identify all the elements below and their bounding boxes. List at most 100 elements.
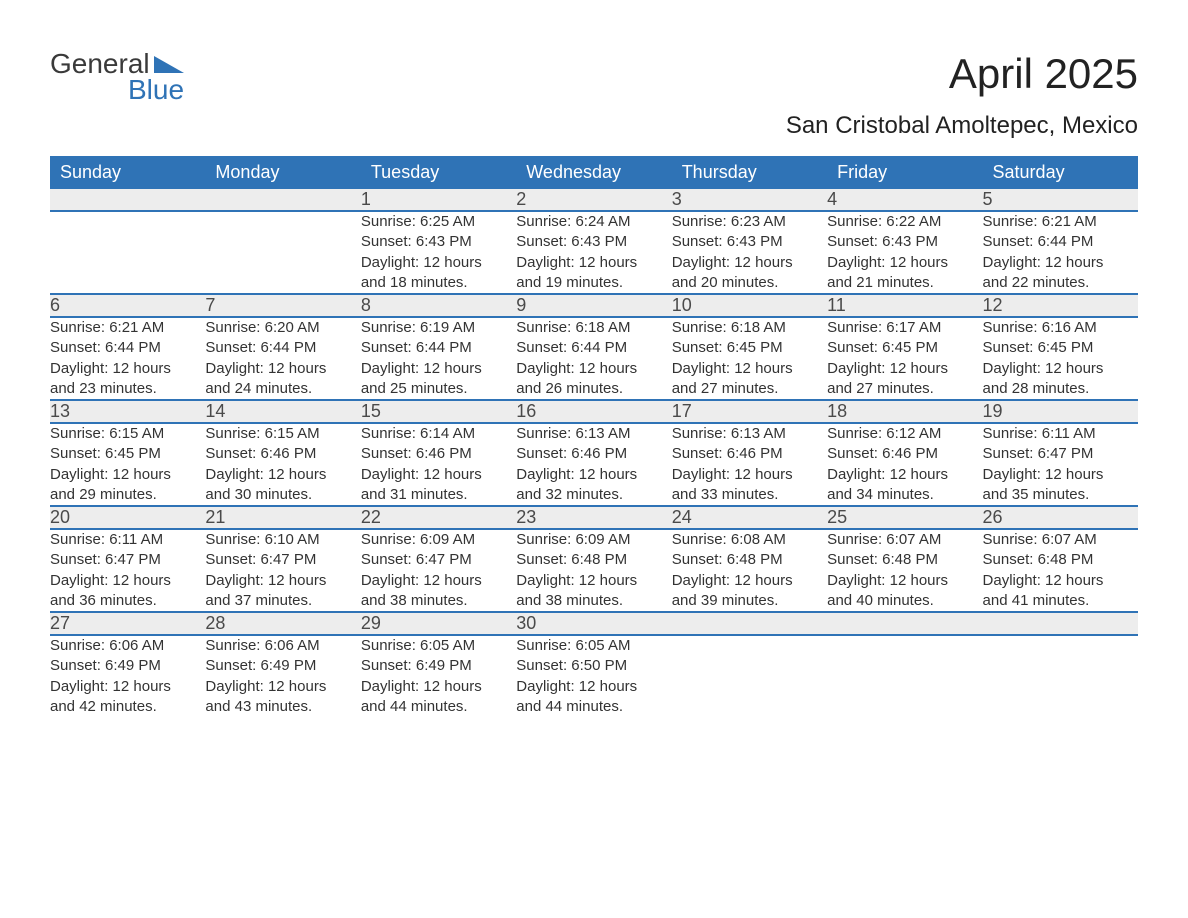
topbar: General Blue April 2025 San Cristobal Am… — [50, 50, 1138, 152]
sunrise-line: Sunrise: 6:18 AM — [672, 318, 827, 338]
daylight-line: and 44 minutes. — [516, 697, 671, 717]
sunset-line: Sunset: 6:49 PM — [50, 656, 205, 676]
daylight-line: and 21 minutes. — [827, 273, 982, 293]
day-number: 24 — [672, 506, 827, 529]
day-number: 21 — [205, 506, 360, 529]
daylight-line: and 38 minutes. — [516, 591, 671, 611]
sunset-line: Sunset: 6:50 PM — [516, 656, 671, 676]
daynum-row: 27282930 — [50, 612, 1138, 635]
sunrise-line: Sunrise: 6:13 AM — [516, 424, 671, 444]
dow-header: Saturday — [983, 156, 1138, 189]
dow-header: Sunday — [50, 156, 205, 189]
sunset-line: Sunset: 6:46 PM — [516, 444, 671, 464]
sunset-line: Sunset: 6:48 PM — [827, 550, 982, 570]
day-detail: Sunrise: 6:11 AMSunset: 6:47 PMDaylight:… — [50, 529, 205, 612]
sunset-line: Sunset: 6:49 PM — [205, 656, 360, 676]
detail-row: Sunrise: 6:21 AMSunset: 6:44 PMDaylight:… — [50, 317, 1138, 400]
sunrise-line: Sunrise: 6:05 AM — [361, 636, 516, 656]
day-detail: Sunrise: 6:05 AMSunset: 6:50 PMDaylight:… — [516, 635, 671, 717]
brand-logo: General Blue — [50, 50, 184, 104]
sunrise-line: Sunrise: 6:09 AM — [361, 530, 516, 550]
daylight-line: Daylight: 12 hours — [827, 571, 982, 591]
daylight-line: Daylight: 12 hours — [516, 253, 671, 273]
day-number — [205, 189, 360, 211]
daylight-line: Daylight: 12 hours — [672, 465, 827, 485]
daylight-line: and 27 minutes. — [672, 379, 827, 399]
day-number: 11 — [827, 294, 982, 317]
sunrise-line: Sunrise: 6:06 AM — [205, 636, 360, 656]
daylight-line: and 42 minutes. — [50, 697, 205, 717]
day-number: 9 — [516, 294, 671, 317]
page-title: April 2025 — [786, 50, 1138, 98]
daylight-line: and 40 minutes. — [827, 591, 982, 611]
day-detail: Sunrise: 6:06 AMSunset: 6:49 PMDaylight:… — [50, 635, 205, 717]
sunrise-line: Sunrise: 6:05 AM — [516, 636, 671, 656]
sunrise-line: Sunrise: 6:07 AM — [983, 530, 1138, 550]
daylight-line: and 43 minutes. — [205, 697, 360, 717]
sunset-line: Sunset: 6:45 PM — [983, 338, 1138, 358]
day-number — [827, 612, 982, 635]
daylight-line: Daylight: 12 hours — [983, 571, 1138, 591]
daylight-line: and 27 minutes. — [827, 379, 982, 399]
day-detail: Sunrise: 6:09 AMSunset: 6:47 PMDaylight:… — [361, 529, 516, 612]
day-number: 6 — [50, 294, 205, 317]
sunrise-line: Sunrise: 6:06 AM — [50, 636, 205, 656]
sunrise-line: Sunrise: 6:13 AM — [672, 424, 827, 444]
daylight-line: and 44 minutes. — [361, 697, 516, 717]
daylight-line: Daylight: 12 hours — [827, 253, 982, 273]
daylight-line: and 34 minutes. — [827, 485, 982, 505]
daylight-line: and 33 minutes. — [672, 485, 827, 505]
daylight-line: Daylight: 12 hours — [205, 677, 360, 697]
sunrise-line: Sunrise: 6:25 AM — [361, 212, 516, 232]
sunset-line: Sunset: 6:48 PM — [516, 550, 671, 570]
daylight-line: Daylight: 12 hours — [983, 465, 1138, 485]
dow-header: Tuesday — [361, 156, 516, 189]
sunrise-line: Sunrise: 6:14 AM — [361, 424, 516, 444]
day-detail: Sunrise: 6:13 AMSunset: 6:46 PMDaylight:… — [516, 423, 671, 506]
day-detail — [205, 211, 360, 294]
daylight-line: Daylight: 12 hours — [516, 677, 671, 697]
daylight-line: and 41 minutes. — [983, 591, 1138, 611]
sunset-line: Sunset: 6:45 PM — [827, 338, 982, 358]
daylight-line: and 26 minutes. — [516, 379, 671, 399]
daylight-line: Daylight: 12 hours — [361, 359, 516, 379]
day-number: 18 — [827, 400, 982, 423]
sunset-line: Sunset: 6:48 PM — [983, 550, 1138, 570]
daylight-line: Daylight: 12 hours — [672, 571, 827, 591]
dow-header: Thursday — [672, 156, 827, 189]
day-detail: Sunrise: 6:24 AMSunset: 6:43 PMDaylight:… — [516, 211, 671, 294]
day-detail: Sunrise: 6:14 AMSunset: 6:46 PMDaylight:… — [361, 423, 516, 506]
daylight-line: and 29 minutes. — [50, 485, 205, 505]
sunrise-line: Sunrise: 6:17 AM — [827, 318, 982, 338]
daylight-line: Daylight: 12 hours — [50, 677, 205, 697]
day-number — [983, 612, 1138, 635]
day-number: 1 — [361, 189, 516, 211]
daylight-line: and 23 minutes. — [50, 379, 205, 399]
sunrise-line: Sunrise: 6:15 AM — [50, 424, 205, 444]
sunset-line: Sunset: 6:49 PM — [361, 656, 516, 676]
daylight-line: and 31 minutes. — [361, 485, 516, 505]
sunset-line: Sunset: 6:43 PM — [516, 232, 671, 252]
daylight-line: and 22 minutes. — [983, 273, 1138, 293]
day-detail: Sunrise: 6:07 AMSunset: 6:48 PMDaylight:… — [827, 529, 982, 612]
title-block: April 2025 San Cristobal Amoltepec, Mexi… — [786, 50, 1138, 152]
daylight-line: Daylight: 12 hours — [827, 465, 982, 485]
daylight-line: and 32 minutes. — [516, 485, 671, 505]
sunrise-line: Sunrise: 6:16 AM — [983, 318, 1138, 338]
dow-header: Wednesday — [516, 156, 671, 189]
sunset-line: Sunset: 6:47 PM — [361, 550, 516, 570]
day-detail: Sunrise: 6:10 AMSunset: 6:47 PMDaylight:… — [205, 529, 360, 612]
daylight-line: Daylight: 12 hours — [361, 465, 516, 485]
day-detail: Sunrise: 6:18 AMSunset: 6:44 PMDaylight:… — [516, 317, 671, 400]
daylight-line: Daylight: 12 hours — [827, 359, 982, 379]
day-number: 16 — [516, 400, 671, 423]
sunrise-line: Sunrise: 6:19 AM — [361, 318, 516, 338]
sunrise-line: Sunrise: 6:09 AM — [516, 530, 671, 550]
day-detail: Sunrise: 6:15 AMSunset: 6:46 PMDaylight:… — [205, 423, 360, 506]
daylight-line: and 19 minutes. — [516, 273, 671, 293]
daylight-line: Daylight: 12 hours — [983, 253, 1138, 273]
sunrise-line: Sunrise: 6:10 AM — [205, 530, 360, 550]
daylight-line: Daylight: 12 hours — [672, 253, 827, 273]
day-number: 20 — [50, 506, 205, 529]
daylight-line: and 28 minutes. — [983, 379, 1138, 399]
